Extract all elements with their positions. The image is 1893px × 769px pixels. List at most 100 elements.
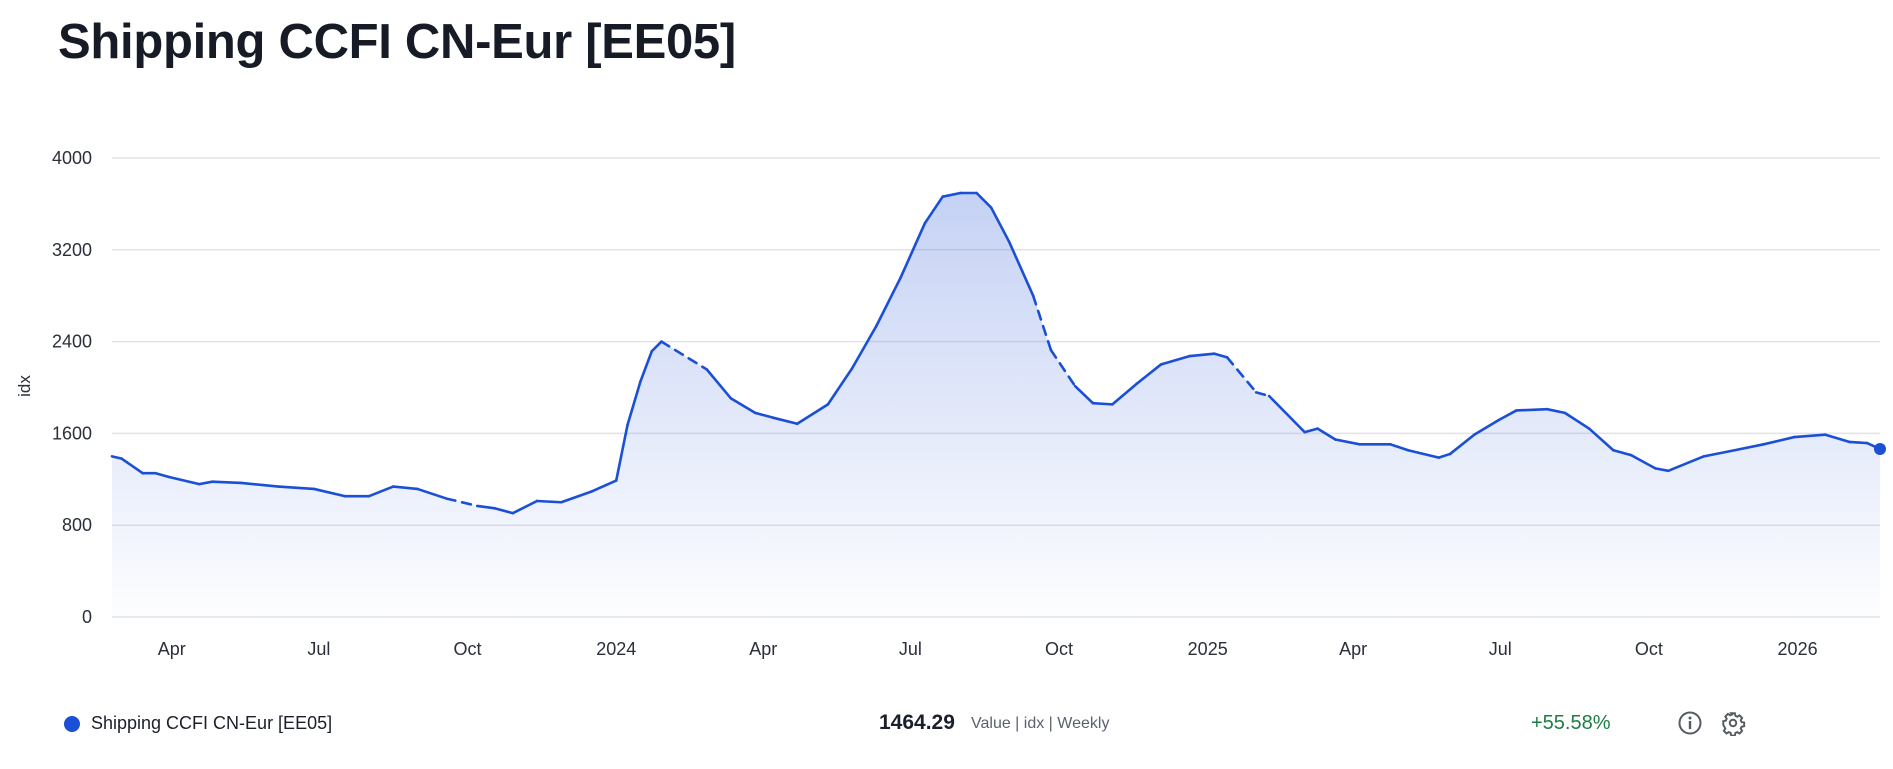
line-segment <box>1448 433 1476 456</box>
line-segment <box>1847 440 1869 445</box>
line-segment <box>210 480 243 485</box>
line-segment <box>1629 453 1657 470</box>
x-tick-label: 2025 <box>1188 639 1228 659</box>
line-segment <box>941 191 962 198</box>
x-tick-label: Oct <box>1045 639 1073 659</box>
line-segment <box>626 380 642 427</box>
line-segment <box>614 423 629 482</box>
line-segment <box>1073 384 1095 405</box>
line-segment <box>1334 438 1361 446</box>
line-segment <box>367 485 395 498</box>
line-segment <box>1254 391 1271 398</box>
line-segment <box>753 411 775 419</box>
y-tick-label: 800 <box>62 515 92 535</box>
y-tick-label: 4000 <box>52 148 92 168</box>
y-tick-label: 0 <box>82 607 92 627</box>
series-area-fill <box>112 192 1880 617</box>
line-segment <box>1793 433 1827 439</box>
last-point-marker[interactable] <box>1874 442 1886 455</box>
line-segment <box>923 195 944 225</box>
x-tick-label: Oct <box>1635 639 1663 659</box>
line-segment <box>391 485 419 491</box>
line-segment <box>1212 352 1229 359</box>
line-segment <box>1473 418 1500 436</box>
line-segment <box>1762 435 1796 446</box>
line-segment <box>1188 352 1216 358</box>
line-segment <box>1497 409 1518 422</box>
info-icon[interactable] <box>1677 710 1703 736</box>
page-title: Shipping CCFI CN-Eur [EE05] <box>58 15 736 69</box>
line-segment <box>875 276 902 328</box>
line-segment <box>729 397 757 415</box>
last-value: 1464.29 <box>879 711 955 734</box>
line-segment <box>197 480 214 486</box>
line-segment <box>660 340 709 371</box>
line-segment <box>1225 356 1258 394</box>
change-percent: +55.58% <box>1531 712 1611 734</box>
line-segment <box>1702 448 1736 458</box>
y-tick-label: 1600 <box>52 423 92 443</box>
line-segment <box>1666 455 1706 473</box>
x-tick-label: Apr <box>1339 639 1367 659</box>
line-segment <box>1031 294 1053 352</box>
legend-bar: Shipping CCFI CN-Eur [EE05] 1464.29 Valu… <box>0 708 1893 740</box>
line-segment <box>899 221 927 279</box>
line-segment <box>1159 354 1192 366</box>
line-segment <box>1733 443 1765 452</box>
line-segment <box>277 485 316 491</box>
line-segment <box>1515 407 1549 412</box>
line-segment <box>120 457 145 475</box>
line-segment <box>110 455 123 460</box>
line-segment <box>1563 411 1591 430</box>
x-tick-label: Jul <box>1489 639 1512 659</box>
line-segment <box>1612 448 1633 457</box>
line-segment <box>1049 348 1077 388</box>
line-segment <box>771 416 799 426</box>
line-segment <box>989 206 1011 243</box>
line-segment <box>239 481 280 488</box>
line-segment <box>445 497 479 508</box>
y-tick-label: 2400 <box>52 332 92 352</box>
gear-icon[interactable] <box>1720 710 1746 737</box>
line-segment <box>650 340 663 353</box>
line-segment <box>511 499 539 515</box>
line-segment <box>167 475 201 486</box>
legend-series-name[interactable]: Shipping CCFI CN-Eur [EE05] <box>91 713 333 733</box>
y-tick-label: 3200 <box>52 240 92 260</box>
line-segment <box>1135 363 1163 386</box>
x-tick-label: Apr <box>158 639 186 659</box>
line-segment <box>535 499 563 504</box>
line-segment <box>705 368 733 400</box>
line-segment <box>312 487 347 498</box>
x-tick-label: Jul <box>307 639 330 659</box>
y-axis-label: idx <box>14 375 34 397</box>
series-line <box>110 191 1882 515</box>
line-segment <box>1091 401 1114 406</box>
line-segment <box>1437 452 1452 459</box>
value-meta: Value | idx | Weekly <box>971 715 1110 732</box>
line-segment <box>1111 382 1138 406</box>
line-segment <box>1389 443 1410 452</box>
series-color-dot <box>64 716 80 732</box>
line-segment <box>1545 407 1567 415</box>
line-segment <box>559 490 594 504</box>
line-segment <box>850 324 878 370</box>
x-tick-label: 2024 <box>596 639 636 659</box>
line-segment <box>493 507 515 515</box>
line-segment <box>1587 427 1615 452</box>
line-segment <box>1316 427 1337 441</box>
line-segment <box>975 191 993 209</box>
x-axis: Apr Jul Oct 2024 Apr Jul Oct 2025 Apr Jul Oct 2026 <box>158 639 1818 659</box>
line-segment <box>1007 240 1035 298</box>
line-segment <box>1823 433 1851 444</box>
line-segment <box>590 479 618 493</box>
y-axis: 0 800 1600 2400 3200 4000 <box>52 148 92 627</box>
line-segment <box>826 366 854 406</box>
chart-area: 0 800 1600 2400 3200 4000 Apr Jul Oct 2024 Apr Jul… <box>52 148 1886 659</box>
line-segment <box>1303 427 1319 434</box>
x-tick-label: Oct <box>454 639 482 659</box>
x-tick-label: 2026 <box>1778 639 1818 659</box>
line-segment <box>795 403 830 426</box>
x-tick-label: Jul <box>899 639 922 659</box>
line-segment <box>154 471 170 479</box>
